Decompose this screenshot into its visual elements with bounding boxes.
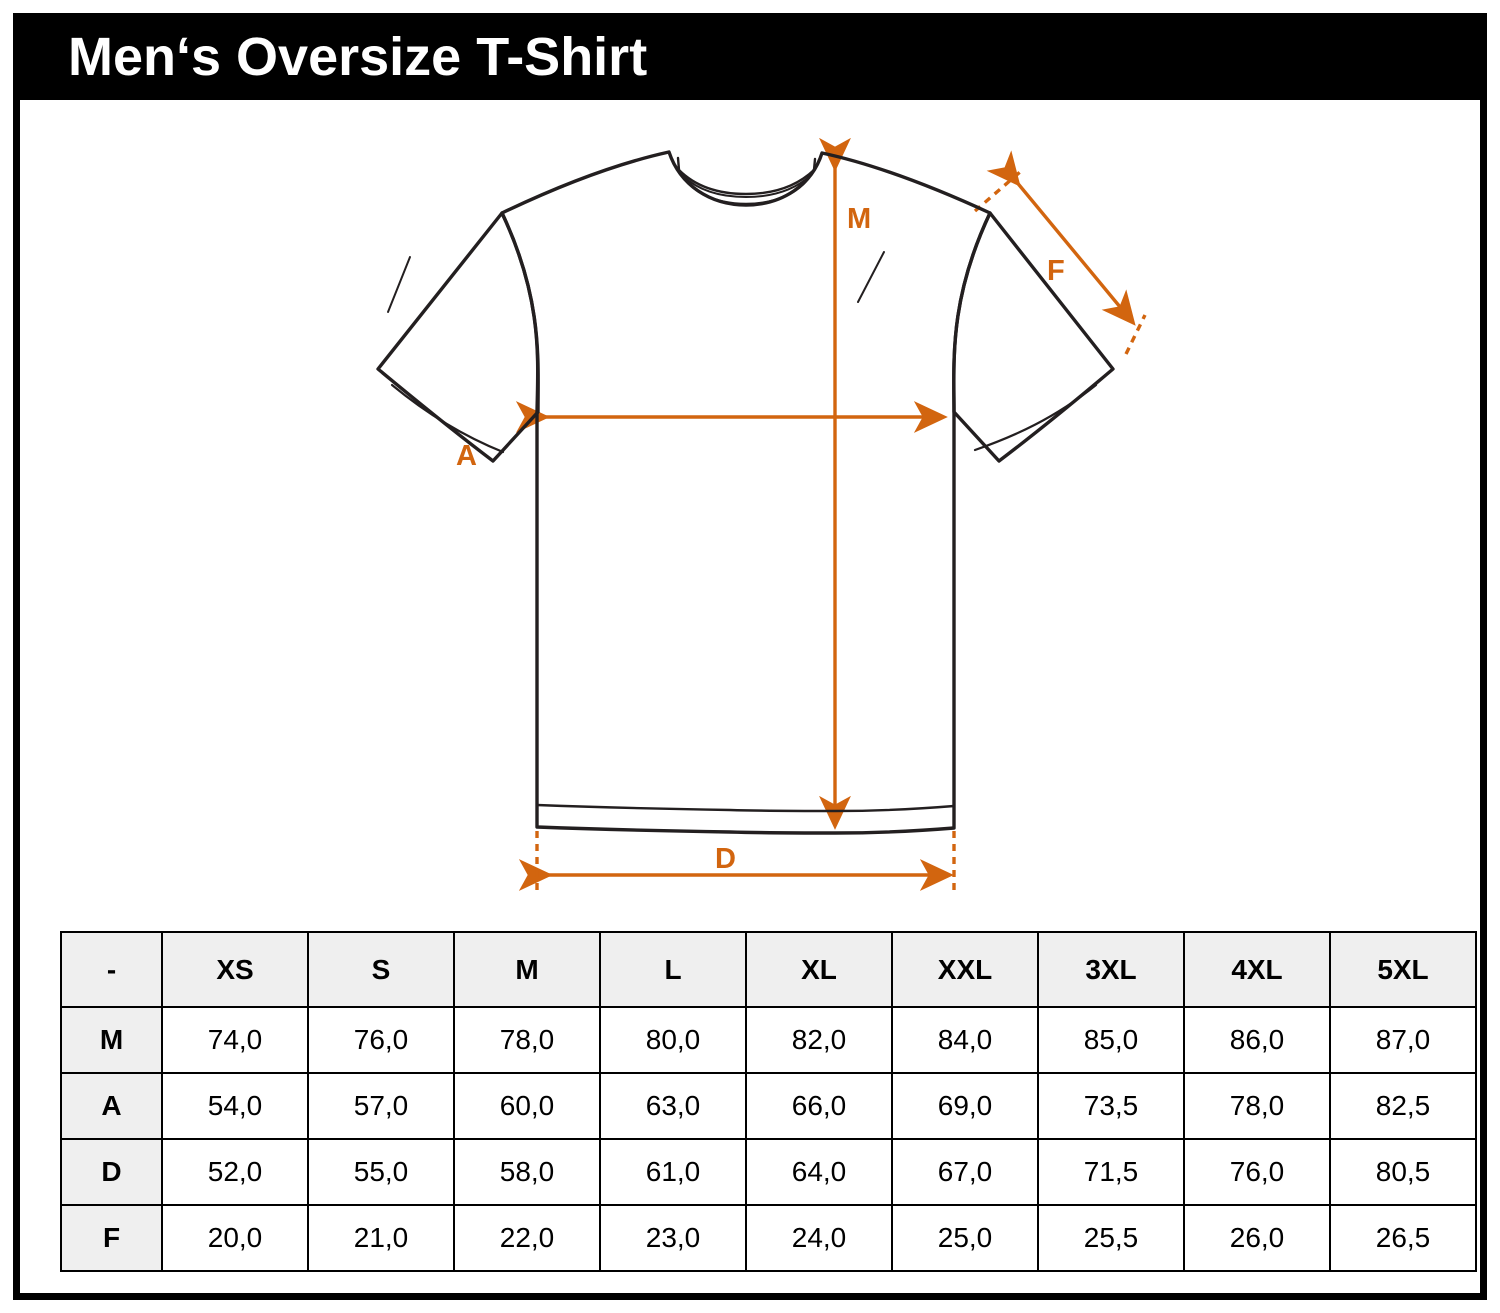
svg-text:D: D (715, 843, 736, 875)
svg-text:F: F (1047, 255, 1065, 287)
svg-text:M: M (847, 203, 871, 235)
